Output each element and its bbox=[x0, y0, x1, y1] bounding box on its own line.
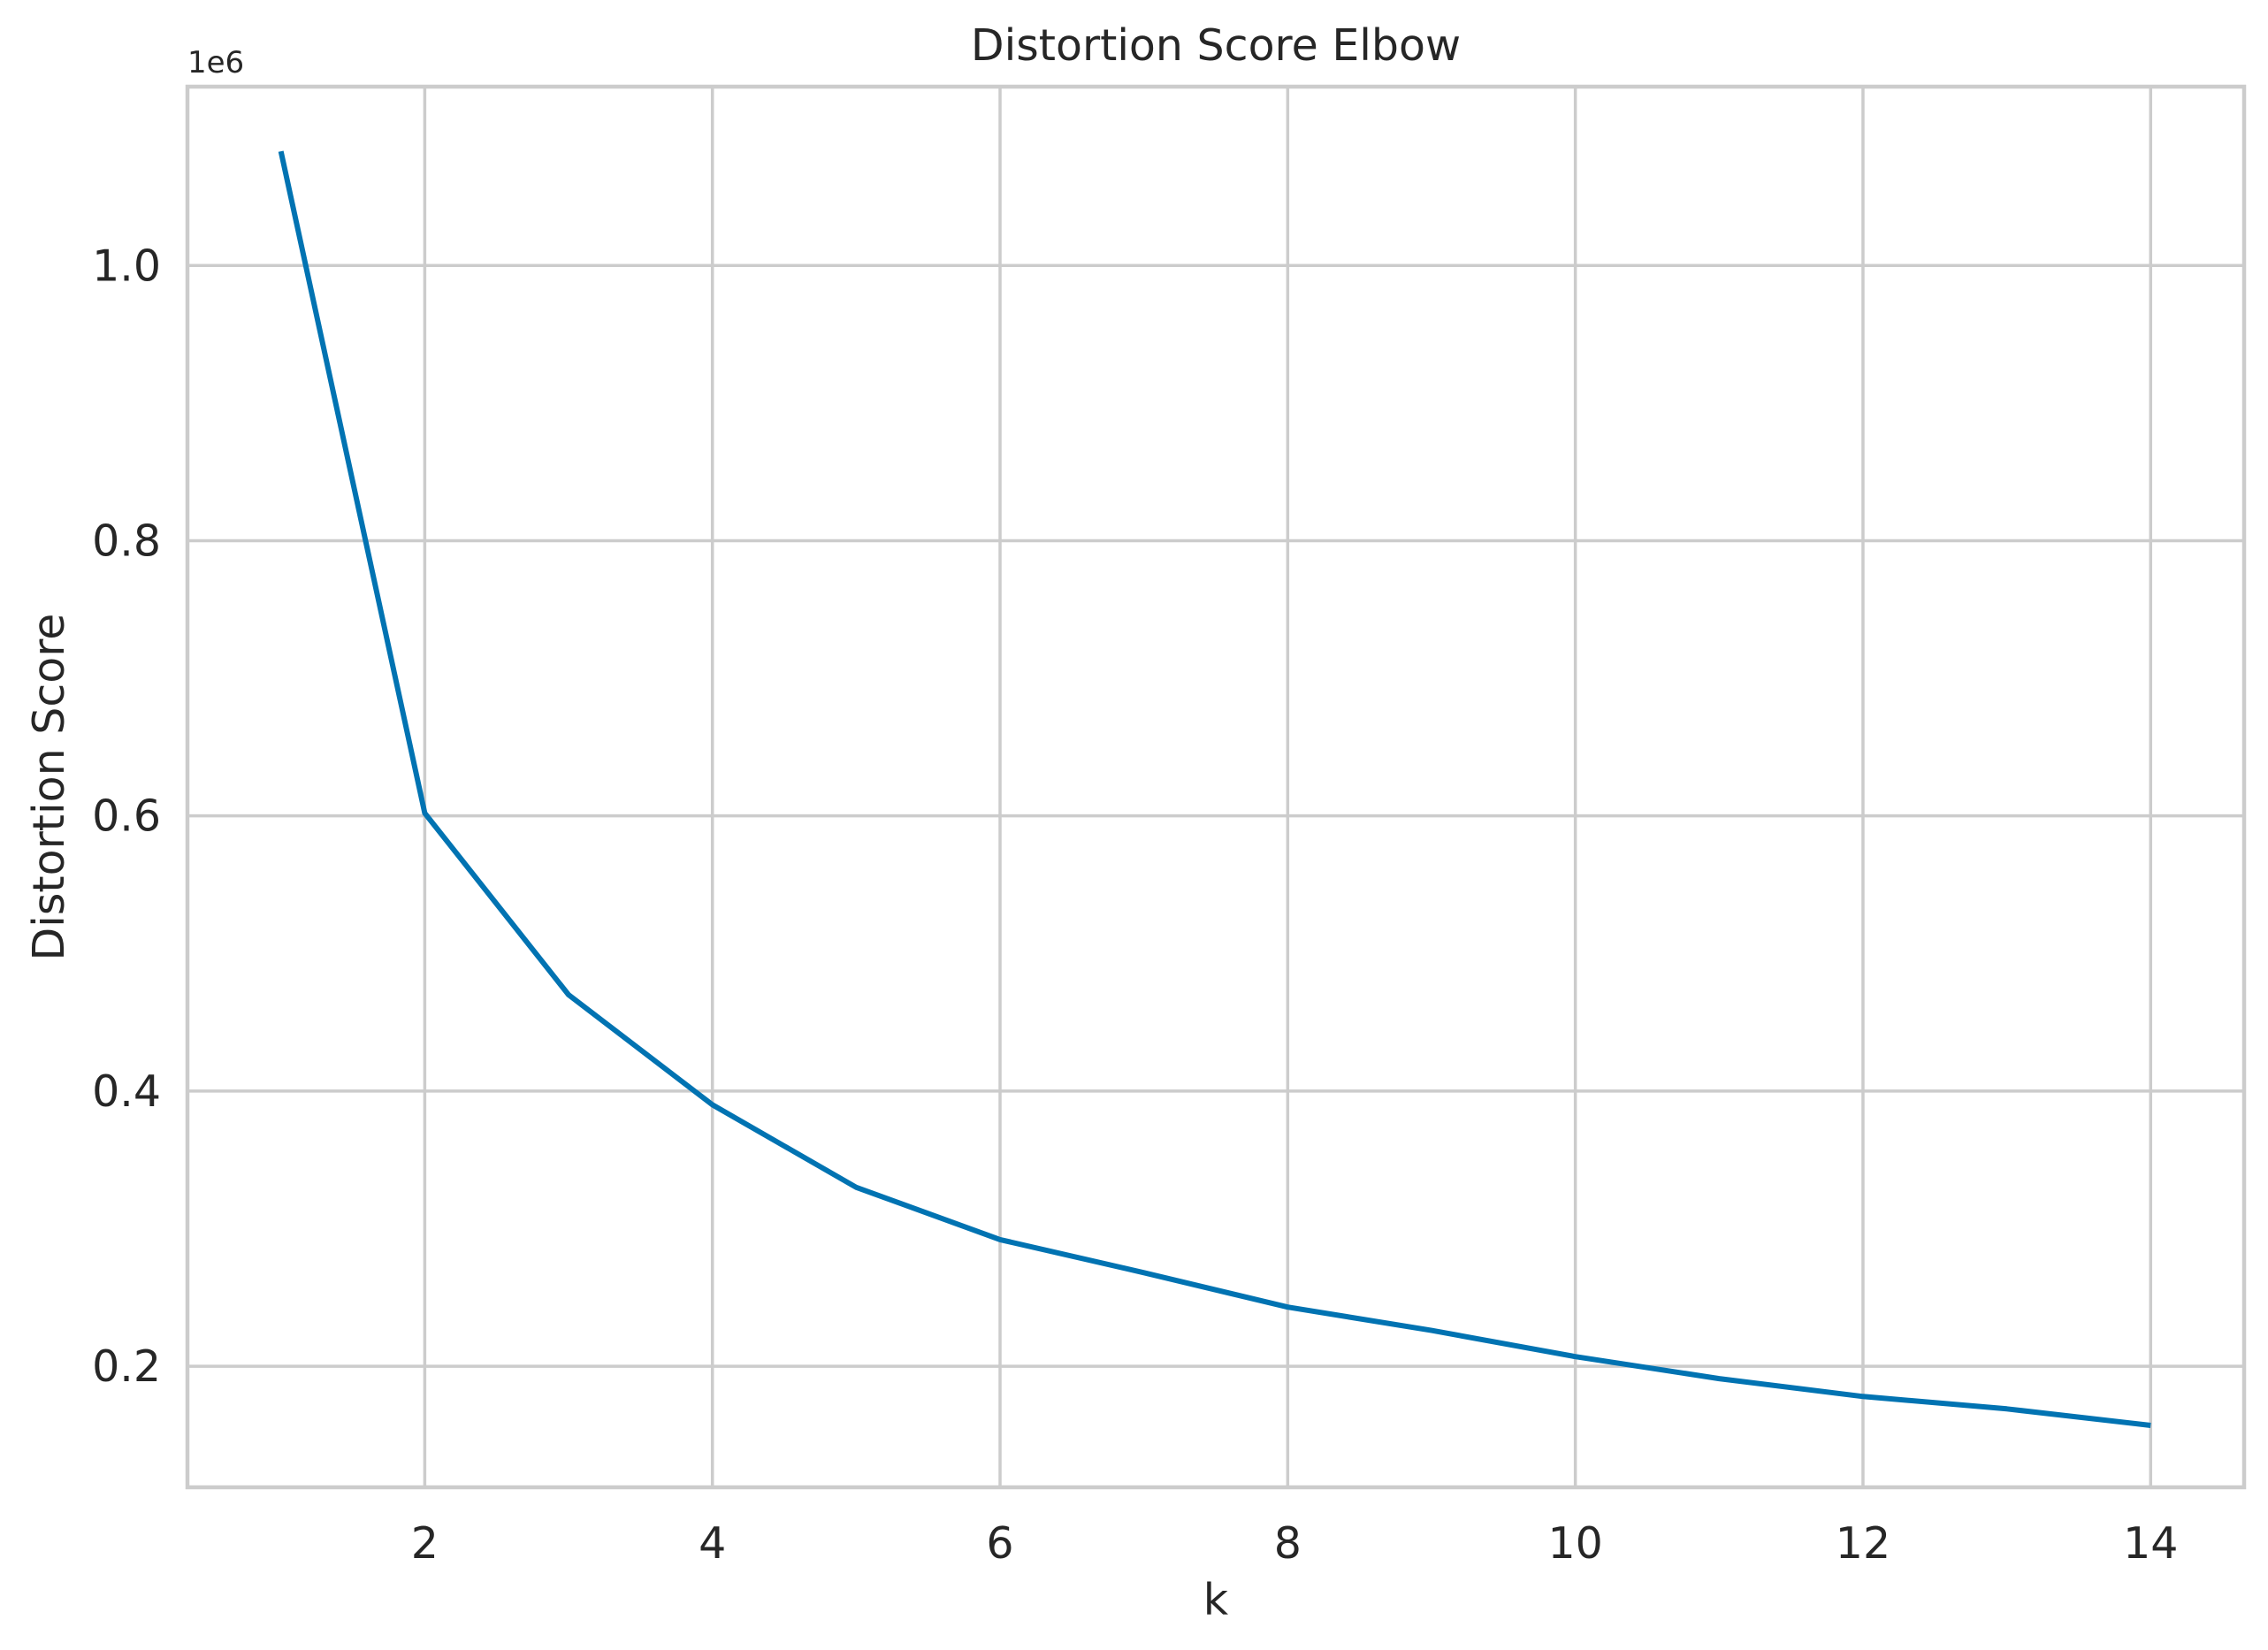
plot-area bbox=[185, 84, 2247, 1490]
y-axis-label: Distortion Score bbox=[24, 614, 74, 961]
y-gridlines bbox=[187, 264, 2244, 1368]
series-group bbox=[278, 150, 2151, 1428]
y-tick-label: 0.6 bbox=[92, 791, 161, 842]
x-axis-label: k bbox=[1203, 1575, 1229, 1625]
x-tick-label: 6 bbox=[986, 1518, 1013, 1569]
x-tick-label: 8 bbox=[1274, 1518, 1302, 1569]
x-tick-label: 4 bbox=[699, 1518, 726, 1569]
x-tick-label: 2 bbox=[411, 1518, 439, 1569]
axes-frame bbox=[185, 84, 2247, 1490]
x-tick-label: 14 bbox=[2123, 1518, 2178, 1569]
series-line bbox=[278, 150, 2151, 1428]
y-axis-offset-label: 1e6 bbox=[187, 45, 244, 80]
y-tick-label: 0.4 bbox=[92, 1066, 161, 1117]
x-tick-labels: 2 4 6 8 10 12 14 bbox=[411, 1518, 2179, 1569]
y-tick-label: 0.2 bbox=[92, 1341, 161, 1392]
x-tick-label: 10 bbox=[1547, 1518, 1602, 1569]
x-gridlines bbox=[423, 87, 2153, 1487]
y-tick-label: 1.0 bbox=[92, 241, 161, 291]
y-tick-labels: 0.2 0.4 0.6 0.8 1.0 bbox=[92, 241, 161, 1392]
y-tick-label: 0.8 bbox=[92, 516, 161, 566]
chart-title: Distortion Score Elbow bbox=[971, 20, 1461, 71]
x-tick-label: 12 bbox=[1836, 1518, 1890, 1569]
